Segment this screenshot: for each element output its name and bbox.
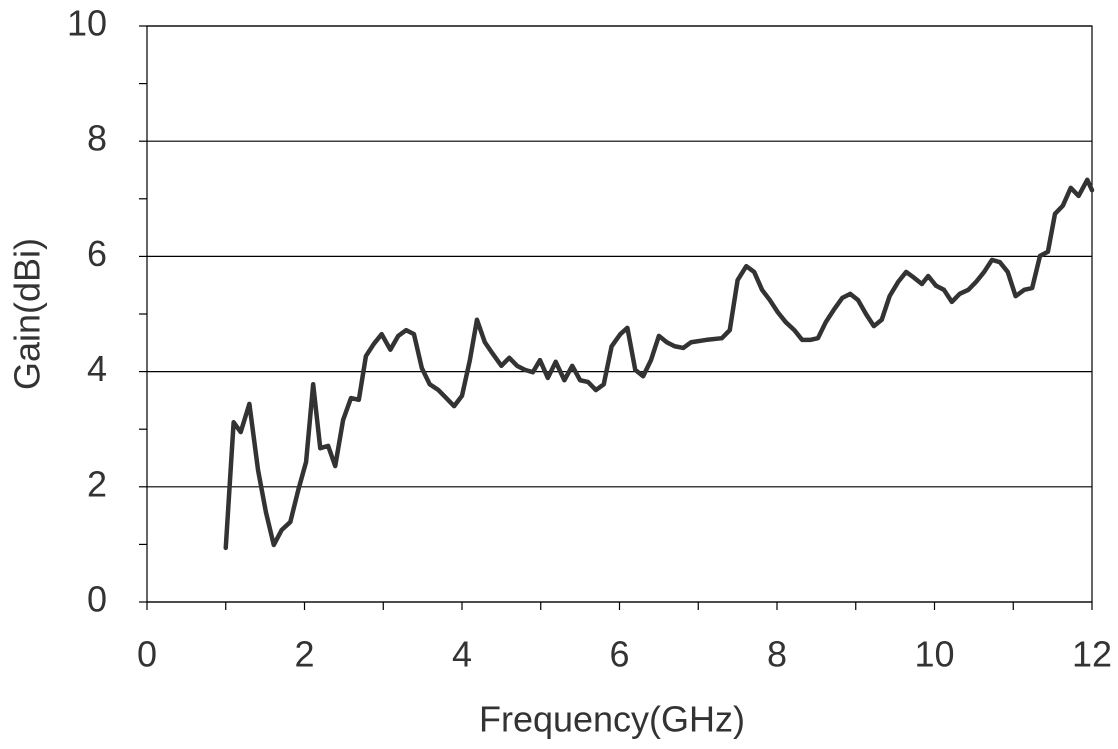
y-tick-label: 2 [87, 463, 107, 504]
x-tick-label: 4 [452, 634, 472, 675]
y-tick-label: 0 [87, 579, 107, 620]
x-tick-label: 12 [1072, 634, 1112, 675]
x-tick-label: 6 [609, 634, 629, 675]
x-tick-label: 0 [137, 634, 157, 675]
y-tick-label: 6 [87, 233, 107, 274]
y-tick-label: 8 [87, 118, 107, 159]
y-axis-label: Gain(dBi) [7, 238, 48, 390]
y-tick-label: 4 [87, 348, 107, 389]
y-tick-label: 10 [67, 3, 107, 44]
plot-frame [146, 25, 1093, 603]
x-tick-label: 8 [767, 634, 787, 675]
x-axis-label: Frequency(GHz) [479, 699, 745, 740]
x-tick-label: 2 [294, 634, 314, 675]
x-tick-label: 10 [914, 634, 954, 675]
data-line [223, 177, 1095, 551]
